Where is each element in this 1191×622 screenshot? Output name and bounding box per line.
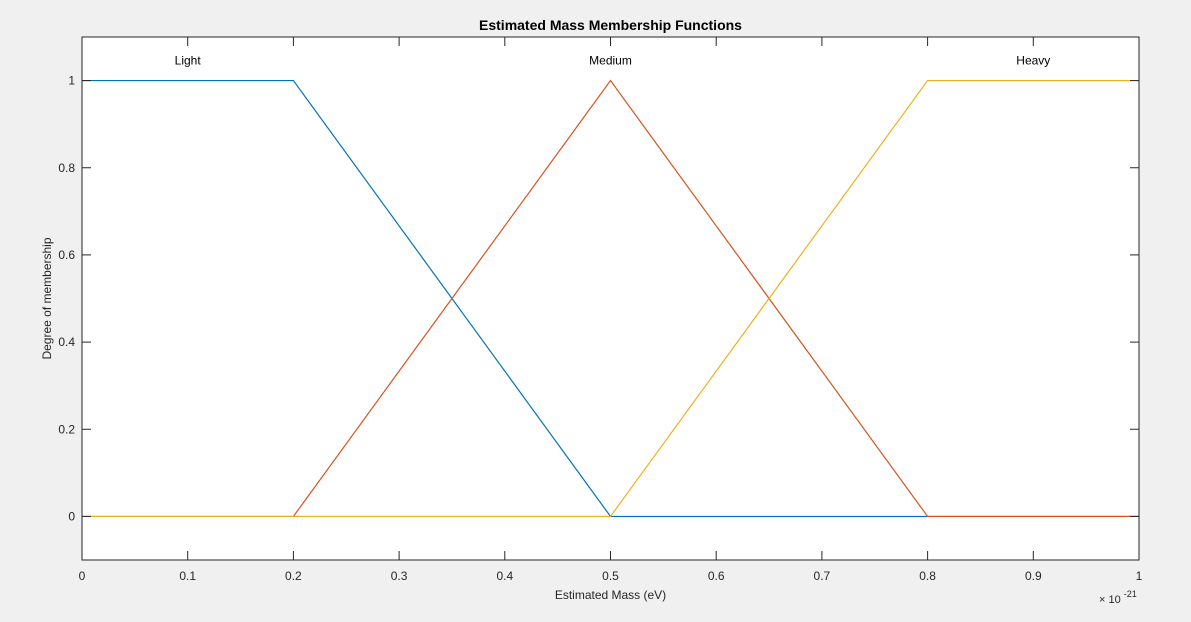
curve-label-heavy: Heavy [1016, 54, 1050, 68]
series-line-heavy [82, 79, 1139, 518]
x-axis-title: Estimated Mass (eV) [555, 588, 666, 602]
axes-box [81, 36, 1140, 561]
x-tick-label: 0.7 [814, 569, 831, 583]
x-tick-label: 0.3 [391, 569, 408, 583]
chart-title: Estimated Mass Membership Functions [479, 17, 742, 33]
y-tick-label: 1 [68, 74, 75, 88]
y-tick-label: 0.4 [58, 335, 75, 349]
x-tick-label: 0.5 [602, 569, 619, 583]
x-exponent-power: -21 [1124, 589, 1137, 599]
y-tick-label: 0.6 [58, 248, 75, 262]
curve-label-light: Light [175, 54, 202, 68]
x-tick-label: 0.9 [1025, 569, 1042, 583]
ticks-layer: 0 0.1 0.2 0.3 0.4 0.5 0.6 0.7 0.8 0.9 1 0 0.2 0.4 0.6 0… [58, 37, 1143, 583]
x-tick-label: 0.6 [708, 569, 725, 583]
x-exponent-label: × 10 -21 [1099, 589, 1137, 606]
y-tick-label: 0.8 [58, 161, 75, 175]
x-tick-label: 0 [79, 569, 86, 583]
x-tick-label: 0.1 [179, 569, 196, 583]
y-axis-title: Degree of membership [40, 237, 54, 359]
x-exponent-base: × 10 [1099, 594, 1121, 606]
x-tick-label: 0.2 [285, 569, 302, 583]
curve-label-medium: Medium [589, 54, 632, 68]
y-tick-label: 0 [68, 509, 75, 523]
y-tick-label: 0.2 [58, 422, 75, 436]
x-tick-label: 0.4 [496, 569, 513, 583]
x-tick-label: 0.8 [919, 569, 936, 583]
curve-labels-layer: Light Medium Heavy [175, 54, 1051, 68]
plot-area [82, 37, 1139, 560]
x-tick-label: 1 [1136, 569, 1143, 583]
curves-layer [82, 79, 1139, 518]
